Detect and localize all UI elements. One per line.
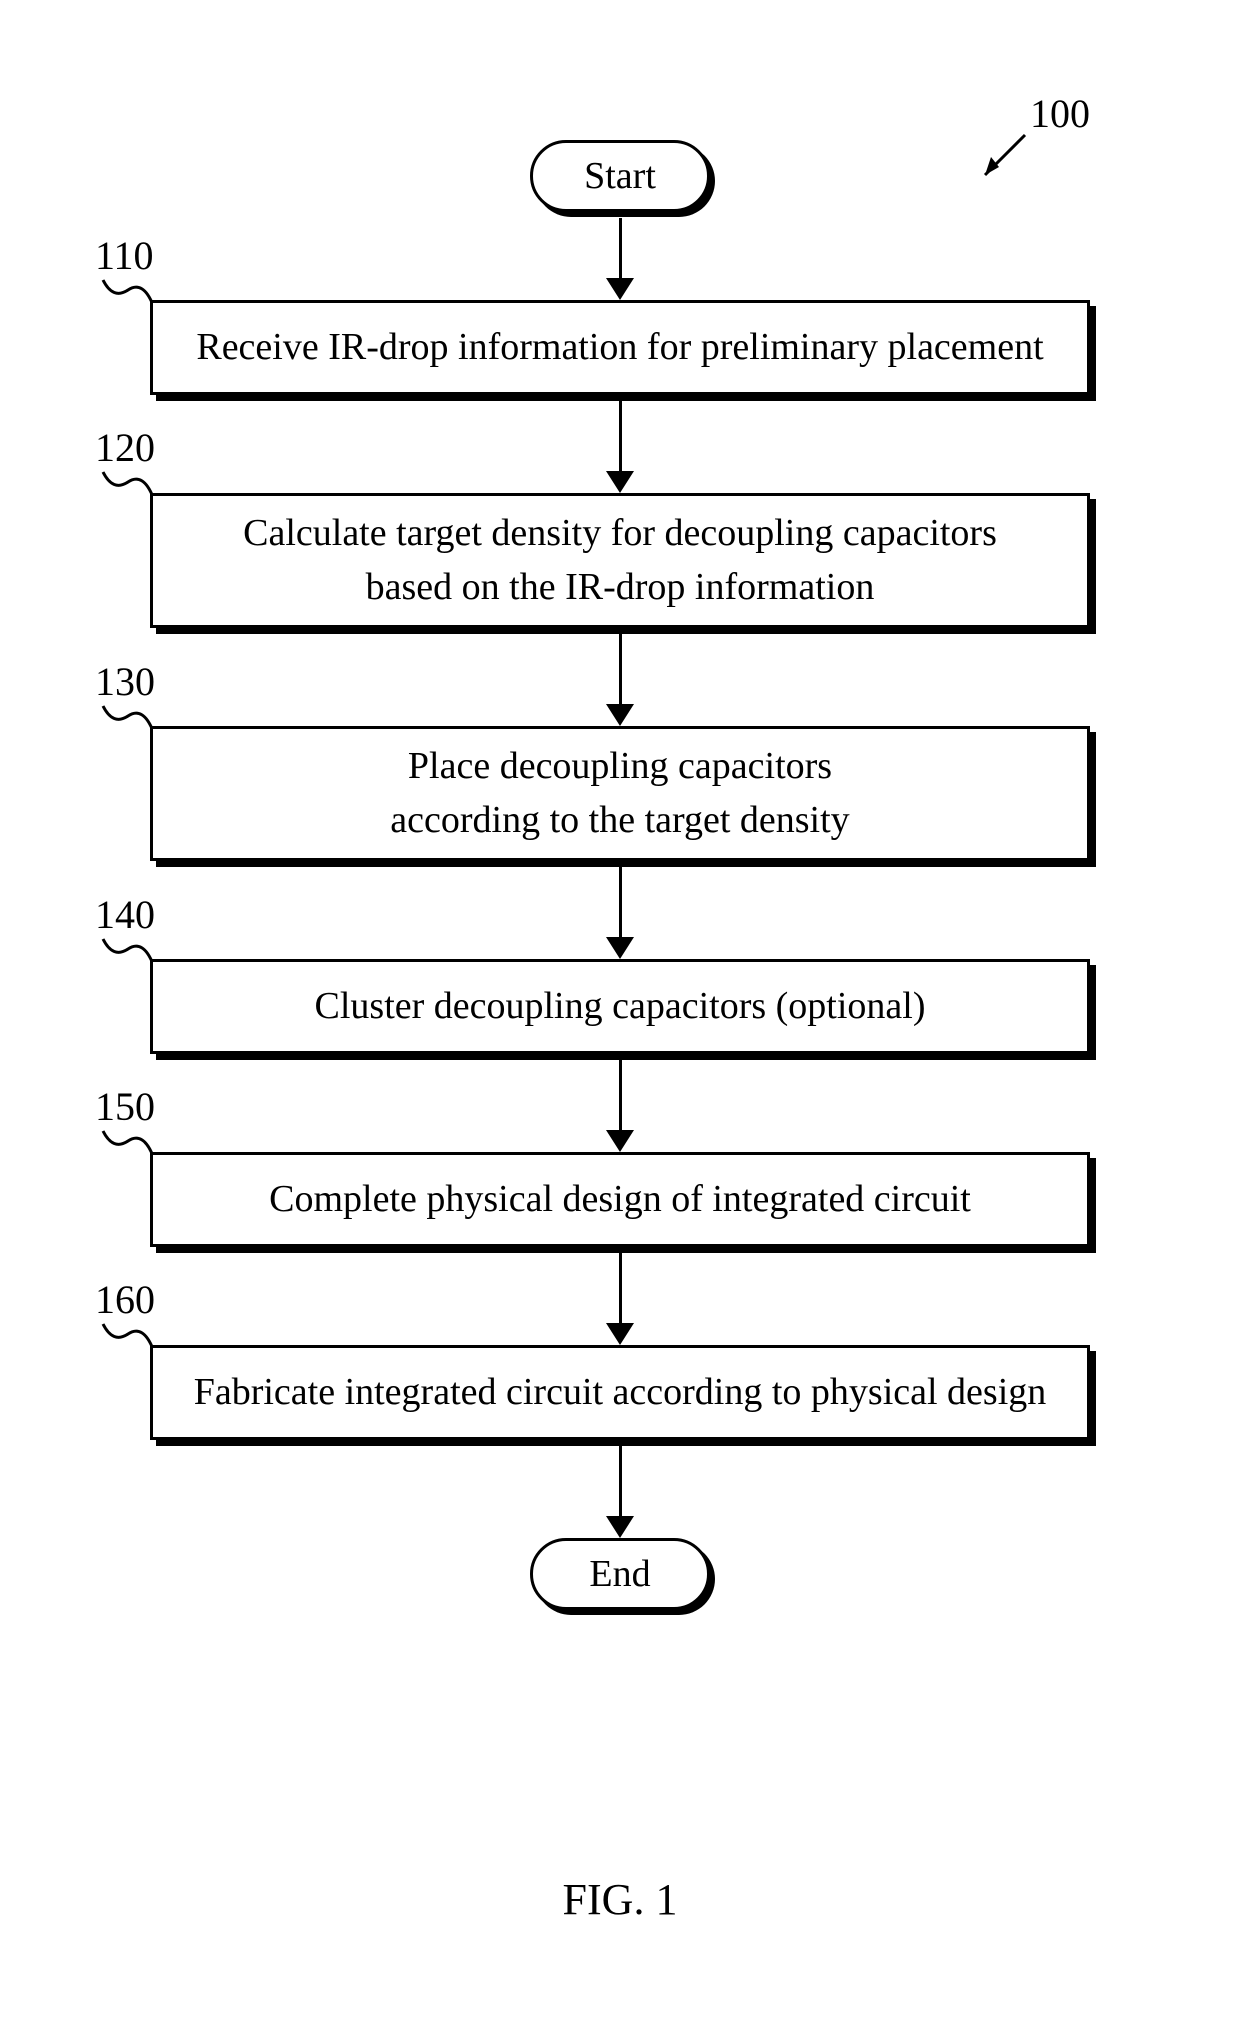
start-label: Start <box>584 154 656 198</box>
squiggle-140 <box>98 934 158 974</box>
flow-arrow <box>606 634 634 726</box>
step-ref-110: 110 <box>95 232 154 279</box>
process-box-160: Fabricate integrated circuit according t… <box>150 1345 1090 1440</box>
flow-arrow <box>606 1446 634 1538</box>
step-ref-120: 120 <box>95 424 155 471</box>
flow-arrow <box>606 1253 634 1345</box>
process-text-150: Complete physical design of integrated c… <box>269 1173 971 1226</box>
flowchart-diagram: 100 Start 110 Receive IR-drop informatio… <box>0 0 1240 2025</box>
process-text-140: Cluster decoupling capacitors (optional) <box>315 980 926 1033</box>
step-ref-150: 150 <box>95 1083 155 1130</box>
step-ref-130: 130 <box>95 658 155 705</box>
start-terminal: Start <box>530 140 710 212</box>
squiggle-110 <box>98 275 158 315</box>
end-label: End <box>589 1552 650 1596</box>
process-box-130: Place decoupling capacitors according to… <box>150 726 1090 861</box>
main-ref-label: 100 <box>1030 90 1090 137</box>
squiggle-130 <box>98 701 158 741</box>
process-text-110: Receive IR-drop information for prelimin… <box>196 321 1043 374</box>
squiggle-150 <box>98 1126 158 1166</box>
flow-arrow <box>606 867 634 959</box>
process-box-150: Complete physical design of integrated c… <box>150 1152 1090 1247</box>
process-text-160: Fabricate integrated circuit according t… <box>194 1366 1047 1419</box>
step-ref-140: 140 <box>95 891 155 938</box>
process-box-120: Calculate target density for decoupling … <box>150 493 1090 628</box>
squiggle-120 <box>98 467 158 507</box>
process-box-110: Receive IR-drop information for prelimin… <box>150 300 1090 395</box>
process-text-120: Calculate target density for decoupling … <box>243 507 997 613</box>
process-box-140: Cluster decoupling capacitors (optional) <box>150 959 1090 1054</box>
flow-arrow <box>606 1060 634 1152</box>
flow-arrow <box>606 218 634 300</box>
process-text-130: Place decoupling capacitors according to… <box>390 740 849 846</box>
step-ref-160: 160 <box>95 1276 155 1323</box>
main-ref-arrow <box>965 125 1035 195</box>
end-terminal: End <box>530 1538 710 1610</box>
figure-label: FIG. 1 <box>563 1874 678 1925</box>
flow-arrow <box>606 401 634 493</box>
squiggle-160 <box>98 1319 158 1359</box>
